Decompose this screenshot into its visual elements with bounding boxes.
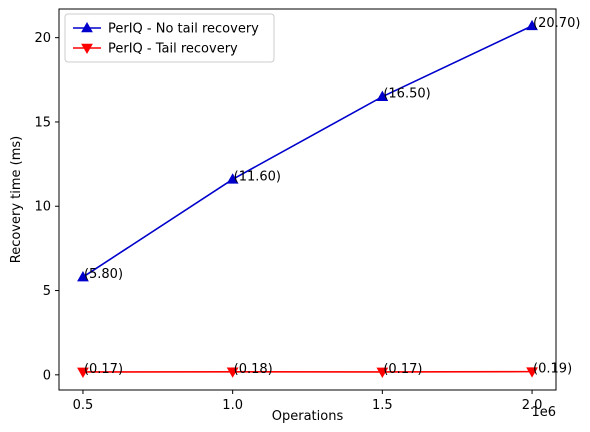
series-2-point-4 bbox=[526, 367, 538, 378]
series-2-data-label-3: (0.17) bbox=[383, 362, 422, 377]
series-1-point-4 bbox=[526, 19, 538, 31]
axes: 0.5 1.0 1.5 2.0 0 5 10 15 20 bbox=[34, 8, 557, 413]
y-axis-title: Recovery time (ms) bbox=[9, 136, 24, 264]
series-1-data-label-2: (11.60) bbox=[234, 169, 281, 184]
series-1-data-label-1: (5.80) bbox=[84, 267, 123, 282]
series-2-data-label-1: (0.17) bbox=[84, 362, 123, 377]
series-2-point-3 bbox=[376, 367, 389, 378]
x-tick-label-3: 1.5 bbox=[372, 398, 393, 413]
legend-marker-1 bbox=[81, 21, 93, 33]
y-tick-label-1: 0 bbox=[43, 368, 51, 383]
series-1-point-3 bbox=[376, 90, 389, 101]
legend-box bbox=[64, 13, 275, 63]
x-tick-label-2: 1.0 bbox=[222, 398, 243, 413]
series-1-data-label-3: (16.50) bbox=[383, 87, 430, 102]
legend: PerIQ - No tail recovery PerIQ - Tail rec… bbox=[64, 13, 275, 63]
legend-marker-2 bbox=[81, 43, 93, 55]
series-2-point-2 bbox=[226, 367, 239, 378]
series-1-data-label-4: (20.70) bbox=[533, 16, 580, 31]
series-2-data-label-4: (0.19) bbox=[533, 362, 572, 377]
series-2-point-1 bbox=[77, 367, 89, 378]
x-axis-scale-label: 1e6 bbox=[531, 405, 556, 420]
plot-area: (5.80) (11.60) (16.50) (20.70) (0.17) (0.18) (… bbox=[77, 16, 580, 378]
series-2-data-label-2: (0.18) bbox=[234, 362, 273, 377]
legend-label-2: PerIQ - Tail recovery bbox=[108, 42, 238, 57]
legend-label-1: PerIQ - No tail recovery bbox=[108, 22, 259, 37]
y-tick-label-2: 5 bbox=[43, 284, 51, 299]
y-tick-label-3: 10 bbox=[34, 200, 51, 215]
y-tick-label-4: 15 bbox=[34, 115, 51, 130]
series-line-1 bbox=[82, 25, 533, 278]
y-tick-label-5: 20 bbox=[34, 31, 51, 46]
x-tick-label-1: 0.5 bbox=[73, 398, 94, 413]
x-axis-title: Operations bbox=[272, 409, 344, 424]
series-1-point-1 bbox=[77, 271, 89, 282]
x-tick-label-4: 2.0 bbox=[522, 398, 543, 413]
series-1-point-2 bbox=[226, 173, 239, 184]
plot-frame bbox=[58, 8, 557, 391]
